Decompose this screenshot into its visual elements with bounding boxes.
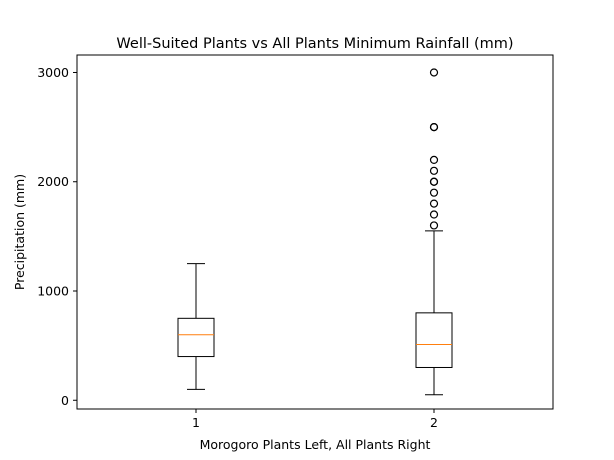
y-axis-label: Precipitation (mm) [12, 174, 27, 290]
y-tick-label: 1000 [37, 284, 69, 299]
y-axis: 0 1000 2000 3000 [37, 65, 77, 408]
y-tick-label: 3000 [37, 65, 69, 80]
outlier-point [429, 155, 439, 164]
iqr-box [415, 312, 453, 368]
box-plot-1 [177, 263, 215, 390]
outlier-point [429, 123, 439, 132]
outlier-point [429, 199, 439, 208]
boxes-layer [177, 68, 453, 396]
box-plot-2 [415, 68, 453, 396]
outlier-point [429, 68, 439, 77]
plot-area-frame [76, 54, 554, 410]
outlier-point [429, 166, 439, 175]
y-tick-label: 0 [61, 393, 69, 408]
iqr-box [177, 317, 215, 358]
x-axis-label: Morogoro Plants Left, All Plants Right [200, 437, 431, 452]
chart-title: Well-Suited Plants vs All Plants Minimum… [116, 36, 513, 52]
x-tick-label: 2 [430, 415, 438, 430]
outlier-point [429, 210, 439, 219]
x-tick-label: 1 [192, 415, 200, 430]
outlier-point [429, 221, 439, 230]
outlier-point [429, 188, 439, 197]
y-tick-label: 2000 [37, 174, 69, 189]
outlier-point [429, 177, 439, 186]
